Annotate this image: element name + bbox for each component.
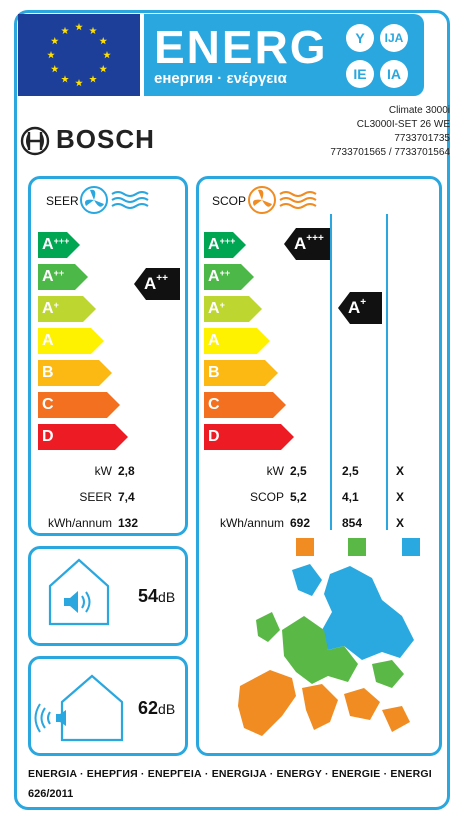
scop-row-label: SCOP xyxy=(249,490,284,504)
footer-languages: ENERGIA · ЕНЕРГИЯ · ΕΝΕΡΓΕΙΑ · ENERGIJA … xyxy=(28,768,432,780)
language-badge: IA xyxy=(380,60,408,88)
energy-title: ENERG xyxy=(154,21,328,73)
scop-row-value: 2,5 xyxy=(342,464,359,478)
outdoor-noise-unit: dB xyxy=(158,701,176,717)
energy-subtitle: енергия · ενέργεια xyxy=(154,70,287,87)
seer-class-letter: A xyxy=(42,236,54,253)
model-line: 7733701735 xyxy=(394,133,450,144)
scop-row-label: kW xyxy=(266,464,284,478)
model-line: CL3000I-SET 26 WE xyxy=(356,119,450,130)
scop-row-label: kWh/annum xyxy=(219,516,284,530)
scop-row-value: X xyxy=(396,516,405,530)
seer-class-letter: D xyxy=(42,428,54,445)
language-badge: Y xyxy=(346,24,374,52)
scop-rating-letter: A xyxy=(294,234,307,253)
eu-star-icon xyxy=(50,37,59,45)
seer-class-bar: A + xyxy=(38,296,96,322)
seer-row-value: 2,8 xyxy=(118,464,135,478)
scop-class-letter: D xyxy=(208,428,220,445)
scop-class-letter: A xyxy=(208,236,220,253)
seer-class-bar: A xyxy=(38,328,104,354)
seer-row-label: kWh/annum xyxy=(47,516,112,530)
zone-average-swatch xyxy=(348,538,366,556)
outdoor-noise-number: 62 xyxy=(138,698,159,718)
regulation-number: 626/2011 xyxy=(28,788,74,800)
scop-class-bar: D xyxy=(204,424,294,450)
seer-class-bar: C xyxy=(38,392,120,418)
scop-row-value: X xyxy=(396,464,405,478)
seer-class-bar: B xyxy=(38,360,112,386)
scop-class-letter: C xyxy=(208,396,220,413)
scop-class-letter: A xyxy=(208,300,220,317)
eu-star-icon xyxy=(103,51,111,59)
scop-row-value: 692 xyxy=(290,516,311,530)
eu-star-icon xyxy=(75,79,83,87)
scop-class-letter: A xyxy=(208,332,220,349)
eu-star-icon xyxy=(89,26,97,34)
energy-banner: ENERG енергия · ενέργεια Y IJA IE IA xyxy=(144,14,424,96)
scop-row-value: 2,5 xyxy=(290,464,307,478)
language-badge: IJA xyxy=(380,24,408,52)
seer-rating-letter: A xyxy=(144,274,157,293)
seer-panel xyxy=(28,176,188,536)
seer-class-bar: D xyxy=(38,424,128,450)
scop-class-bar: A xyxy=(204,328,270,354)
seer-row-label: kW xyxy=(94,464,112,478)
outdoor-noise-value: 62dB xyxy=(138,698,175,719)
seer-row-value: 132 xyxy=(118,516,139,530)
eu-star-icon xyxy=(99,37,108,45)
indoor-noise-unit: dB xyxy=(158,589,176,605)
scop-row-value: 854 xyxy=(342,516,363,530)
seer-row-label: SEER xyxy=(79,490,112,504)
eu-star-icon xyxy=(75,23,83,31)
eu-star-icon xyxy=(61,26,69,34)
scop-rating-letter: A xyxy=(348,298,361,317)
eu-stars-icon xyxy=(47,23,111,87)
eu-flag xyxy=(18,14,140,96)
scop-class-letter: A xyxy=(208,268,220,285)
column-divider xyxy=(330,214,332,530)
scop-class-bar: C xyxy=(204,392,286,418)
zone-warm-swatch xyxy=(296,538,314,556)
scop-title: SCOP xyxy=(212,194,247,208)
scop-row-value: 4,1 xyxy=(342,490,359,504)
model-line: 7733701565 / 7733701564 xyxy=(330,147,450,158)
model-line: Climate 3000i xyxy=(388,105,450,116)
indoor-noise-value: 54dB xyxy=(138,586,175,607)
indoor-noise-number: 54 xyxy=(138,586,159,606)
zone-cold-swatch xyxy=(402,538,420,556)
seer-class-letter: B xyxy=(42,364,54,381)
indoor-speaker-house-icon xyxy=(48,558,110,626)
eu-star-icon xyxy=(50,65,59,73)
heating-fan-icon xyxy=(248,186,317,214)
bosch-armature-icon xyxy=(20,126,50,156)
outdoor-speaker-house-icon xyxy=(34,674,124,742)
seer-class-letter: A xyxy=(42,268,54,285)
eu-star-icon xyxy=(89,75,97,83)
eu-star-icon xyxy=(99,65,108,73)
seer-class-letter: C xyxy=(42,396,54,413)
seer-class-letter: A xyxy=(42,300,54,317)
seer-title: SEER xyxy=(46,194,79,208)
brand-name: BOSCH xyxy=(56,124,155,154)
model-info: Climate 3000i CL3000I-SET 26 WE 77337017… xyxy=(330,104,450,160)
scop-row-value: 5,2 xyxy=(290,490,307,504)
cooling-fan-icon xyxy=(80,186,149,214)
scop-row-value: X xyxy=(396,490,405,504)
eu-star-icon xyxy=(61,75,69,83)
seer-row-value: 7,4 xyxy=(118,490,135,504)
scop-class-bar: B xyxy=(204,360,278,386)
seer-class-letter: A xyxy=(42,332,54,349)
column-divider xyxy=(386,214,388,530)
eu-star-icon xyxy=(47,51,55,59)
language-badge: IE xyxy=(346,60,374,88)
scop-class-letter: B xyxy=(208,364,220,381)
europe-climate-map-icon xyxy=(238,564,414,736)
scop-class-bar: A + xyxy=(204,296,262,322)
